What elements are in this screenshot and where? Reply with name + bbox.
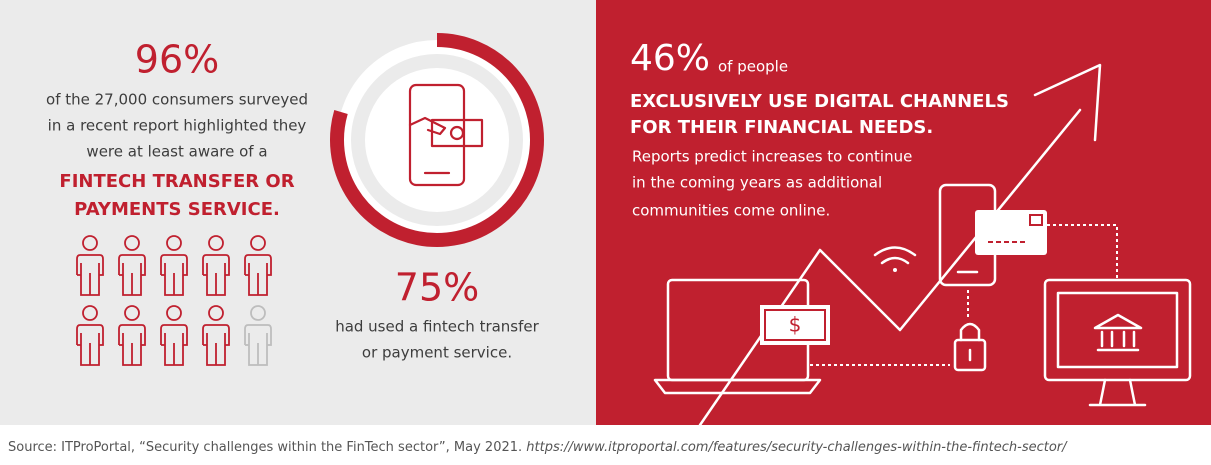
text-line: in the coming years as additional xyxy=(632,174,882,192)
highlight: PAYMENTS SERVICE. xyxy=(74,199,280,220)
source-url: https://www.itproportal.com/features/sec… xyxy=(526,440,1068,455)
text-line: of the 27,000 consumers surveyed xyxy=(46,91,308,109)
text-line: in a recent report highlighted they xyxy=(48,117,307,135)
stat: 46% xyxy=(630,38,710,79)
text-line: or payment service. xyxy=(362,344,512,362)
text-line: had used a fintech transfer xyxy=(335,318,539,336)
text-line: were at least aware of a xyxy=(86,143,267,161)
highlight: FINTECH TRANSFER OR xyxy=(59,171,294,192)
headline: FOR THEIR FINANCIAL NEEDS. xyxy=(630,117,933,138)
stat: 75% xyxy=(395,266,479,310)
text-line: Reports predict increases to continue xyxy=(632,148,912,166)
headline: EXCLUSIVELY USE DIGITAL CHANNELS xyxy=(630,91,1009,112)
source: Source: ITProPortal, “Security challenge… xyxy=(8,440,1068,455)
right-panel xyxy=(596,0,1211,425)
stat-suffix: of people xyxy=(718,58,788,76)
growth-illustration: $ xyxy=(653,63,1192,427)
source-text: Source: ITProPortal, “Security challenge… xyxy=(8,440,526,455)
text-line: communities come online. xyxy=(632,202,830,220)
donut-icon xyxy=(330,33,544,247)
stat: 96% xyxy=(135,38,219,82)
svg-text:$: $ xyxy=(789,313,802,337)
